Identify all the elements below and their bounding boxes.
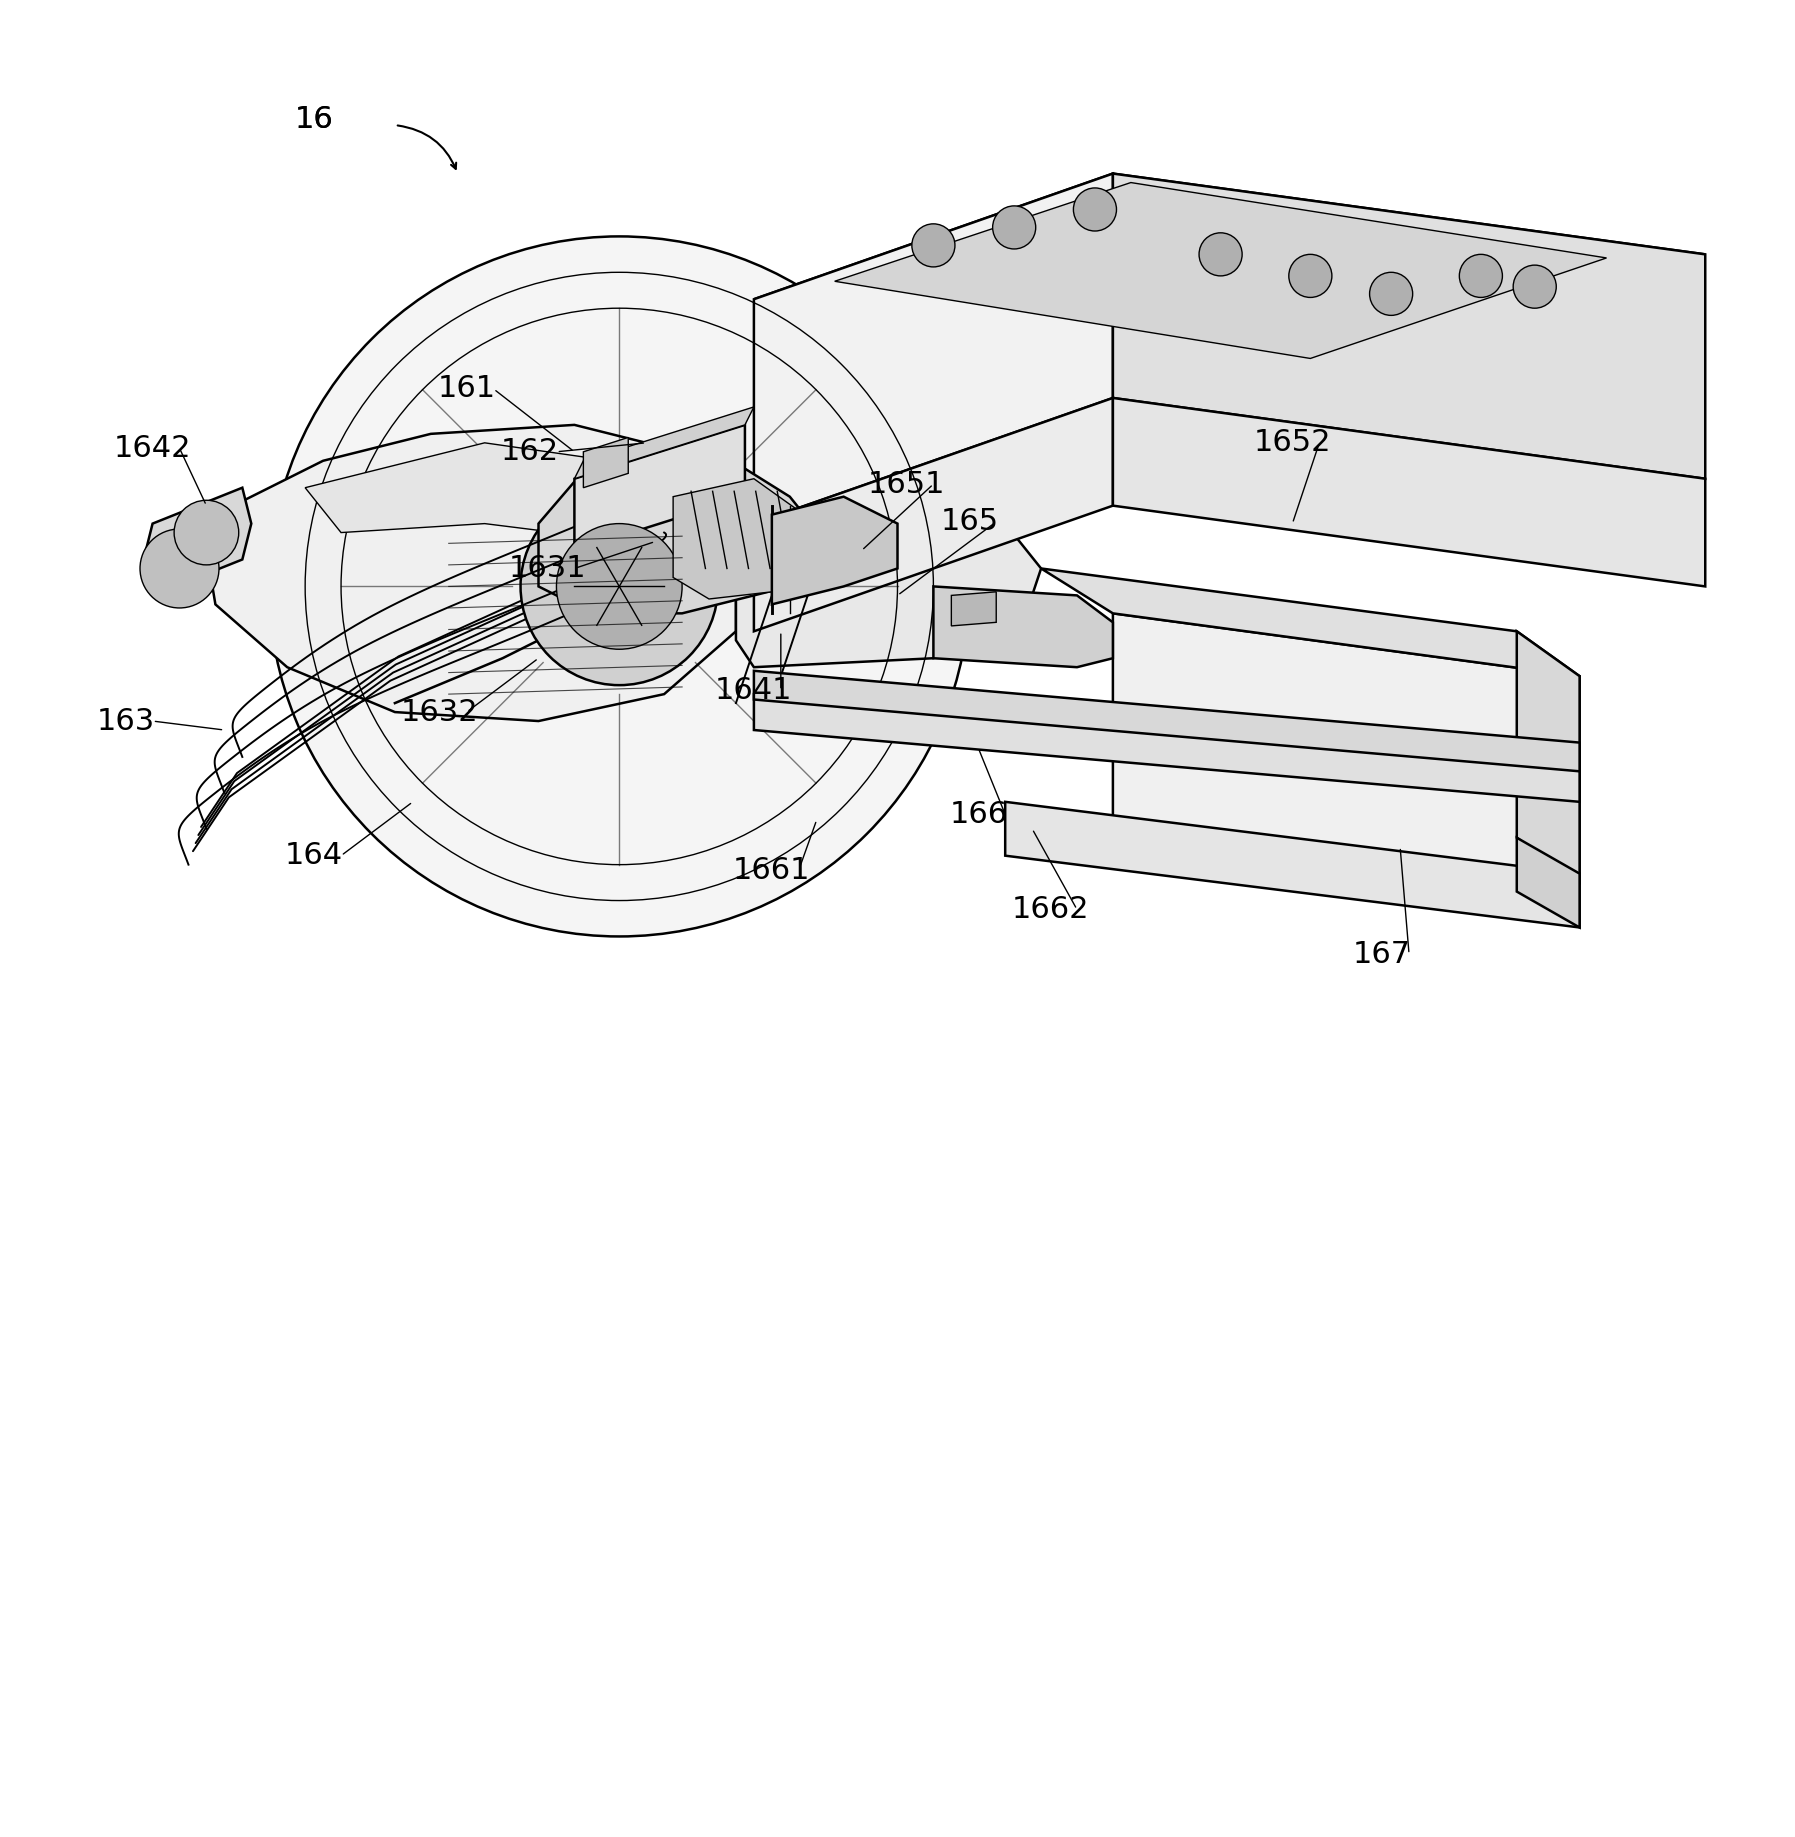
Circle shape [140, 529, 219, 608]
Text: 167: 167 [1353, 941, 1411, 968]
Circle shape [1073, 187, 1116, 231]
Polygon shape [1113, 399, 1705, 586]
Circle shape [1289, 254, 1332, 298]
Circle shape [521, 487, 718, 685]
Polygon shape [574, 424, 745, 551]
Text: 161: 161 [438, 375, 495, 404]
Polygon shape [1113, 614, 1580, 882]
Polygon shape [1113, 173, 1705, 479]
Polygon shape [538, 452, 826, 614]
Text: 166: 166 [950, 799, 1007, 828]
Polygon shape [1517, 632, 1580, 882]
Text: 1661: 1661 [732, 856, 811, 885]
Circle shape [912, 224, 955, 266]
Text: 1631: 1631 [508, 555, 587, 582]
Text: 165: 165 [941, 507, 998, 536]
Text: 1642: 1642 [113, 434, 192, 463]
Polygon shape [305, 443, 664, 542]
Polygon shape [144, 487, 251, 595]
Polygon shape [754, 399, 1113, 632]
Circle shape [556, 524, 682, 648]
Circle shape [993, 206, 1036, 250]
Text: 163: 163 [97, 707, 154, 735]
Circle shape [174, 500, 239, 566]
Text: 1652: 1652 [1253, 428, 1332, 457]
Text: 1651: 1651 [867, 470, 946, 498]
Polygon shape [754, 671, 1580, 772]
Polygon shape [754, 173, 1113, 524]
Circle shape [1513, 265, 1556, 309]
Text: 1632: 1632 [400, 698, 479, 727]
Polygon shape [951, 592, 996, 626]
Polygon shape [933, 586, 1113, 667]
Text: 16: 16 [294, 105, 334, 134]
Polygon shape [1041, 568, 1580, 676]
Text: 162: 162 [501, 437, 558, 467]
Circle shape [269, 237, 969, 937]
Polygon shape [206, 424, 736, 722]
Polygon shape [574, 408, 754, 479]
Polygon shape [1005, 801, 1580, 928]
Text: 1662: 1662 [1011, 895, 1090, 924]
Text: 1641: 1641 [714, 676, 793, 705]
Polygon shape [835, 182, 1607, 358]
Circle shape [1199, 233, 1242, 276]
Polygon shape [754, 694, 1580, 801]
Text: 164: 164 [285, 841, 343, 871]
Text: 16: 16 [294, 105, 334, 134]
Polygon shape [772, 496, 898, 604]
Polygon shape [736, 496, 1041, 667]
Polygon shape [673, 479, 817, 599]
Polygon shape [754, 173, 1705, 399]
Polygon shape [1517, 838, 1580, 928]
Circle shape [1370, 272, 1413, 316]
Polygon shape [583, 437, 628, 487]
Circle shape [1459, 254, 1502, 298]
